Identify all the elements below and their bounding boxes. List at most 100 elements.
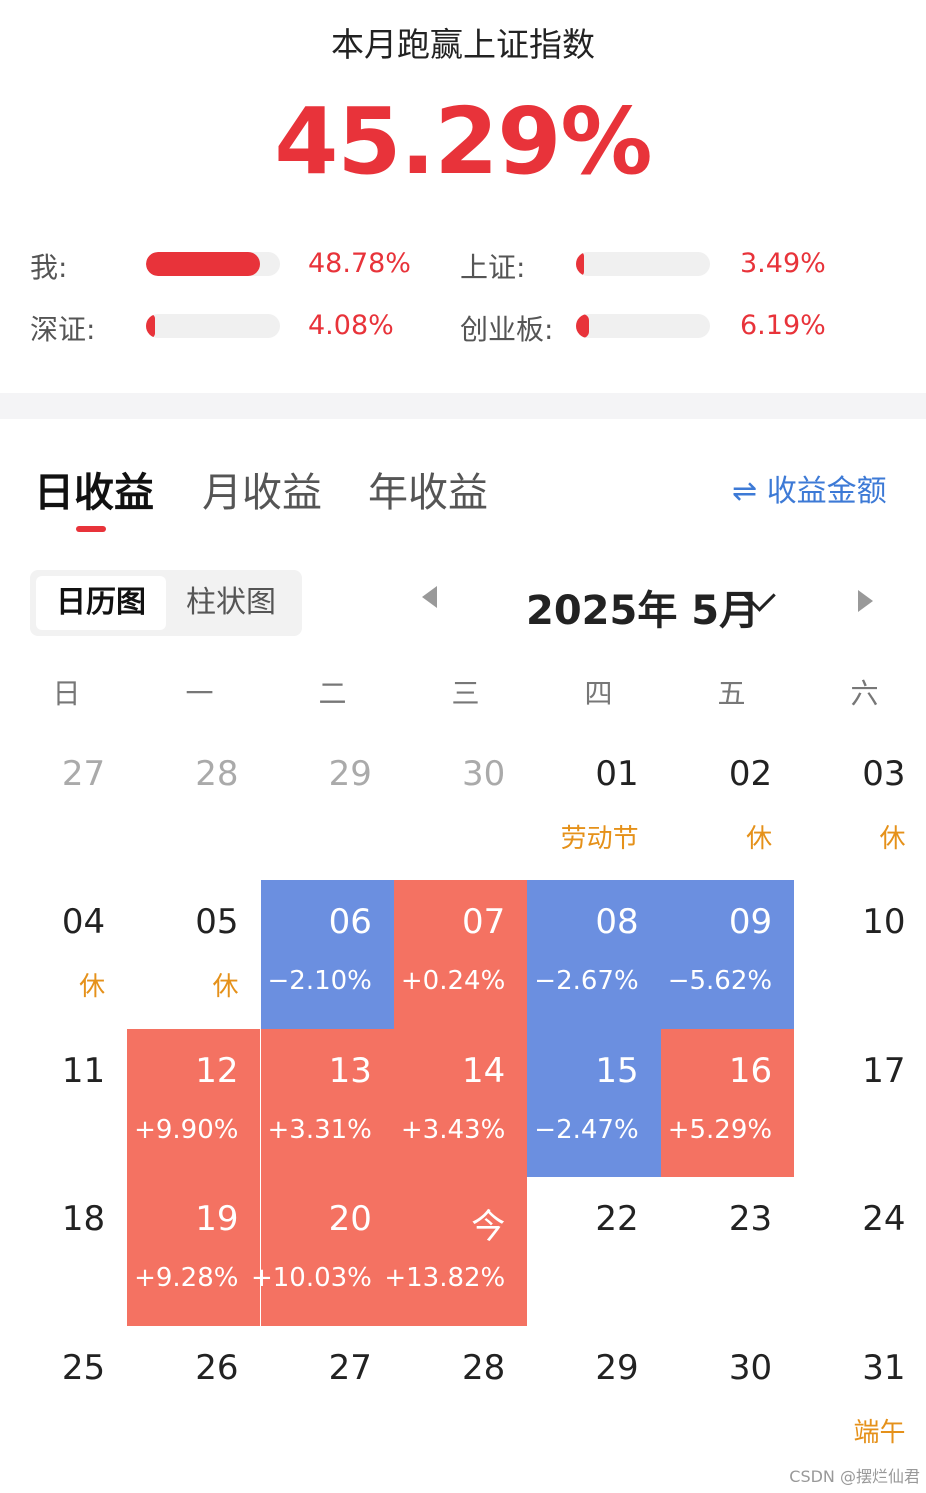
daily-return: +13.82% [384, 1263, 506, 1294]
calendar-day-cell[interactable]: 20 +10.03% [251, 1177, 394, 1326]
weekday-wed: 三 [451, 677, 480, 710]
daily-return: +9.28% [134, 1263, 239, 1294]
calendar-day-cell[interactable]: 24 [794, 1177, 926, 1325]
weekday-sun: 日 [52, 677, 81, 710]
day-number: 07 [462, 902, 506, 943]
calendar-day-cell[interactable]: 17 [794, 1029, 926, 1177]
calendar-day-cell[interactable]: 25 [0, 1326, 127, 1474]
month-selector[interactable]: 2025年 5月 [526, 588, 760, 634]
calendar-view-button[interactable]: 日历图 [36, 576, 166, 630]
day-number: 08 [595, 902, 639, 943]
day-number: 29 [595, 1347, 639, 1388]
compare-bar-shanghai [576, 252, 710, 276]
calendar-day-cell[interactable]: 03 休 [794, 732, 926, 880]
compare-bar-fill [576, 314, 590, 338]
compare-label-shenzhen: 深证: [30, 313, 96, 346]
calendar-day-cell[interactable]: 28 [127, 732, 260, 880]
watermark: CSDN @摆烂仙君 [789, 1467, 920, 1486]
weekday-mon: 一 [185, 677, 214, 710]
calendar-day-cell[interactable]: 今 +13.82% [384, 1177, 528, 1326]
weekday-tue: 二 [318, 677, 347, 710]
day-number: 06 [328, 902, 372, 943]
calendar-day-cell[interactable]: 28 [394, 1326, 527, 1474]
tab-daily-returns[interactable]: 日收益 [34, 470, 154, 516]
day-number: 16 [728, 1050, 773, 1091]
compare-bar-fill [146, 314, 156, 338]
day-number: 04 [61, 902, 106, 943]
active-tab-indicator [76, 526, 106, 532]
calendar-day-cell[interactable]: 30 [394, 732, 527, 880]
calendar-day-cell[interactable]: 26 [127, 1326, 260, 1474]
calendar-day-cell[interactable]: 11 [0, 1029, 127, 1177]
tab-monthly-returns[interactable]: 月收益 [202, 470, 322, 516]
daily-return: +3.43% [400, 1114, 506, 1145]
day-number: 13 [328, 1050, 372, 1091]
tab-yearly-returns[interactable]: 年收益 [368, 470, 488, 516]
day-number: 11 [61, 1050, 106, 1091]
calendar-day-cell[interactable]: 27 [0, 732, 127, 880]
holiday-label: 休 [746, 824, 773, 854]
daily-return: +10.03% [250, 1263, 372, 1294]
day-number: 20 [328, 1199, 372, 1240]
calendar-day-cell[interactable]: 04 休 [0, 880, 127, 1028]
calendar-day-cell[interactable]: 02 休 [661, 732, 794, 880]
calendar-day-cell[interactable]: 29 [261, 732, 394, 880]
calendar-day-cell[interactable]: 15 −2.47% [527, 1028, 661, 1178]
weekday-thu: 四 [584, 677, 613, 710]
day-number: 24 [862, 1199, 906, 1240]
calendar-day-cell[interactable]: 23 [661, 1177, 794, 1325]
day-number: 27 [61, 754, 106, 794]
daily-return: −5.62% [667, 966, 773, 997]
day-number: 22 [595, 1199, 639, 1240]
calendar-day-cell[interactable]: 18 [0, 1177, 127, 1325]
day-number: 15 [595, 1050, 639, 1091]
calendar-day-cell[interactable]: 31 端午 [794, 1326, 926, 1474]
compare-label-me: 我: [30, 251, 68, 284]
calendar-day-cell[interactable]: 08 −2.67% [527, 880, 661, 1029]
day-number: 10 [862, 902, 906, 943]
compare-bar-fill [146, 252, 260, 276]
day-number: 31 [862, 1347, 906, 1388]
day-number: 02 [728, 754, 773, 794]
calendar-day-cell[interactable]: 06 −2.10% [260, 880, 394, 1029]
day-number: 23 [728, 1199, 773, 1240]
weekday-sat: 六 [850, 677, 879, 710]
day-number: 30 [462, 754, 506, 794]
calendar-day-cell[interactable]: 01 劳动节 [527, 732, 660, 880]
day-number: 09 [728, 902, 773, 943]
day-number: 18 [61, 1199, 106, 1240]
calendar-day-cell[interactable]: 12 +9.90% [127, 1028, 261, 1178]
calendar-day-cell[interactable]: 16 +5.29% [660, 1028, 795, 1178]
bar-chart-view-button[interactable]: 柱状图 [186, 585, 276, 620]
calendar-day-cell[interactable]: 30 [661, 1326, 794, 1474]
daily-return: +3.31% [267, 1114, 372, 1145]
calendar-day-cell[interactable]: 13 +3.31% [260, 1028, 394, 1178]
holiday-label: 休 [212, 972, 239, 1003]
calendar-day-cell[interactable]: 09 −5.62% [660, 880, 795, 1029]
day-number: 28 [195, 754, 239, 794]
calendar-day-cell[interactable]: 29 [527, 1326, 660, 1474]
day-number: 14 [462, 1050, 506, 1091]
day-number: 25 [61, 1347, 106, 1388]
daily-return: −2.10% [267, 966, 372, 997]
calendar-day-cell[interactable]: 19 +9.28% [127, 1177, 261, 1326]
calendar-day-cell[interactable]: 07 +0.24% [393, 880, 528, 1029]
swap-arrows-icon: ⇌ [732, 474, 758, 509]
next-month-icon[interactable] [858, 590, 873, 612]
compare-value-me: 48.78% [308, 248, 411, 279]
weekday-fri: 五 [717, 677, 746, 710]
day-number: 01 [595, 754, 639, 794]
prev-month-icon[interactable] [422, 586, 437, 608]
calendar-day-cell[interactable]: 05 休 [127, 880, 260, 1028]
page-title: 本月跑赢上证指数 [331, 25, 595, 64]
day-number: 30 [728, 1347, 773, 1388]
outperform-value: 45.29% [274, 88, 652, 195]
calendar-day-cell[interactable]: 10 [794, 880, 926, 1028]
calendar-day-cell[interactable]: 27 [261, 1326, 394, 1474]
day-number: 17 [862, 1050, 906, 1091]
amount-toggle-button[interactable]: ⇌ 收益金额 [732, 466, 887, 510]
holiday-label: 端午 [853, 1417, 906, 1448]
daily-return: +0.24% [400, 966, 506, 997]
calendar-day-cell[interactable]: 14 +3.43% [393, 1028, 528, 1178]
calendar-day-cell[interactable]: 22 [527, 1177, 660, 1325]
